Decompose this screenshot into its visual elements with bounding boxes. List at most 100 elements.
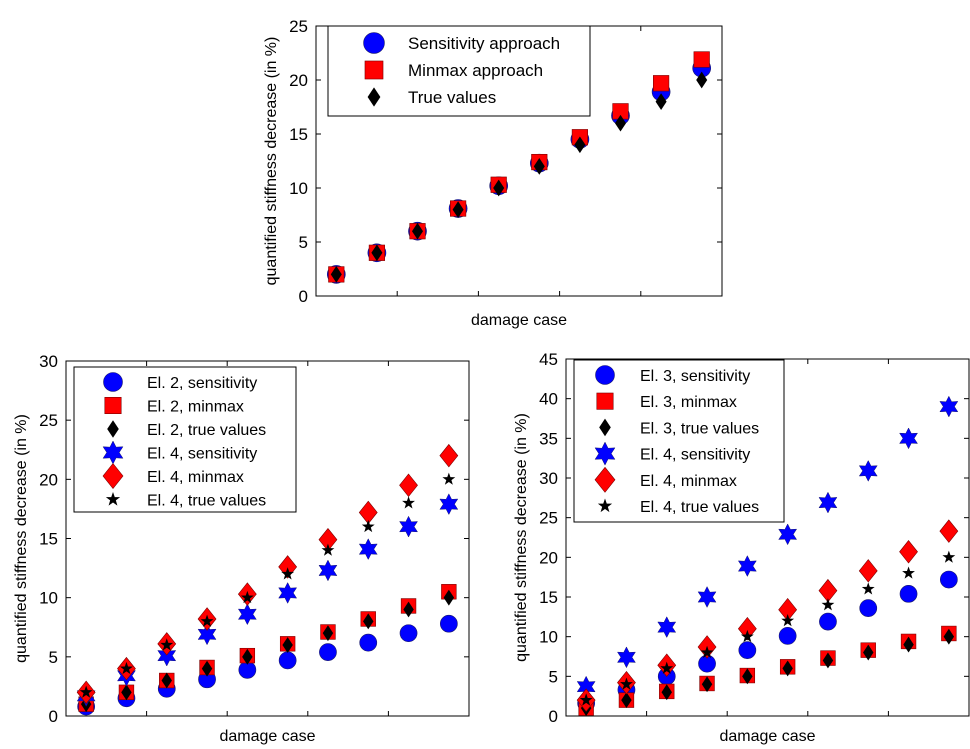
legend-marker [367,87,381,107]
legend-label: El. 4, sensitivity [640,447,750,464]
y-tick-label: 5 [299,233,308,252]
data-point [818,491,838,514]
y-tick-label: 30 [39,352,58,371]
y-tick-label: 35 [539,429,558,448]
x-axis-label: damage case [219,728,315,745]
y-tick-label: 0 [49,707,58,726]
data-point [579,693,593,706]
legend-label: El. 2, true values [147,422,266,439]
legend-label: El. 4, minmax [640,473,737,490]
legend-label: El. 2, minmax [147,399,244,416]
y-tick-label: 5 [549,667,558,686]
data-point [318,559,338,582]
data-point [197,623,217,646]
data-point [442,472,456,485]
y-tick-label: 10 [539,628,558,647]
data-point [617,646,636,669]
data-point [782,660,793,677]
legend-label: El. 3, minmax [640,394,737,411]
y-tick-label: 25 [39,411,58,430]
data-point [693,51,710,68]
data-point [493,179,505,197]
y-axis-label: quantified stiffness decrease (in %) [13,414,30,663]
data-point [696,71,708,89]
y-tick-label: 25 [539,509,558,528]
data-point [120,661,133,675]
series-4 [76,493,459,707]
data-point [653,75,670,92]
data-point [822,652,834,669]
chart-1: 0 5 10 15 20 25 damage case quantified stiffnes… [263,17,723,329]
x-axis-label: damage case [719,728,815,745]
data-point [697,586,717,608]
data-point [939,570,958,589]
data-point [121,684,132,701]
data-point [902,566,915,579]
legend-marker [363,32,385,54]
y-tick-label: 30 [539,469,558,488]
data-point [200,614,214,627]
data-point [160,638,174,651]
y-tick-label: 25 [289,17,308,36]
legend-marker [102,463,124,489]
data-point [939,519,959,543]
series-6 [579,550,956,706]
legend-marker [594,441,616,466]
data-point [858,559,878,583]
data-point [858,459,878,482]
data-point [361,519,375,533]
legend-label: El. 3, sensitivity [640,368,750,385]
legend-label: Minmax approach [408,61,543,80]
y-tick-label: 10 [39,589,58,608]
data-point [321,543,335,556]
series-4 [576,395,959,698]
legend: Sensitivity approach Minmax approach True … [327,25,591,117]
chart-3: 0 5 10 15 20 25 30 35 40 45 damage case quantified … [513,350,970,745]
data-point [778,627,797,645]
data-point [79,685,93,698]
y-tick-label: 10 [289,179,308,198]
y-axis-label: quantified stiffness decrease (in %) [513,413,530,662]
data-point [439,443,459,468]
series-3 [330,71,708,283]
data-point [903,636,914,653]
y-tick-label: 20 [39,470,58,489]
y-axis-label: quantified stiffness decrease (in %) [263,37,280,286]
data-point [157,644,177,667]
data-point [742,668,753,685]
y-tick-label: 15 [289,125,308,144]
data-point [778,523,798,546]
data-point [278,651,297,670]
data-point [821,598,835,611]
data-point [657,616,677,639]
data-point [660,661,674,674]
data-point [740,629,754,643]
legend-marker [597,498,613,513]
data-point [411,222,424,240]
y-tick-label: 5 [49,648,58,667]
data-point [402,496,415,509]
data-point [620,677,633,690]
data-point [278,582,298,604]
legend-marker [105,492,121,506]
legend-box [573,359,785,523]
data-point [319,643,337,661]
legend-marker [596,392,614,410]
legend-label: Sensitivity approach [408,34,560,53]
legend-label: El. 4, true values [147,493,266,510]
data-point [621,692,632,709]
data-point [655,93,667,110]
data-point [737,555,757,577]
legend-marker [364,60,384,80]
data-point [738,641,757,660]
y-tick-label: 20 [289,71,308,90]
legend-label: El. 4, true values [640,499,759,516]
legend-label: El. 3, true values [640,420,759,437]
data-point [399,624,418,643]
y-tick-label: 15 [39,530,58,549]
data-point [574,136,586,154]
data-point [899,584,918,603]
data-point [439,493,459,516]
data-point [899,540,918,564]
data-point [661,684,672,701]
